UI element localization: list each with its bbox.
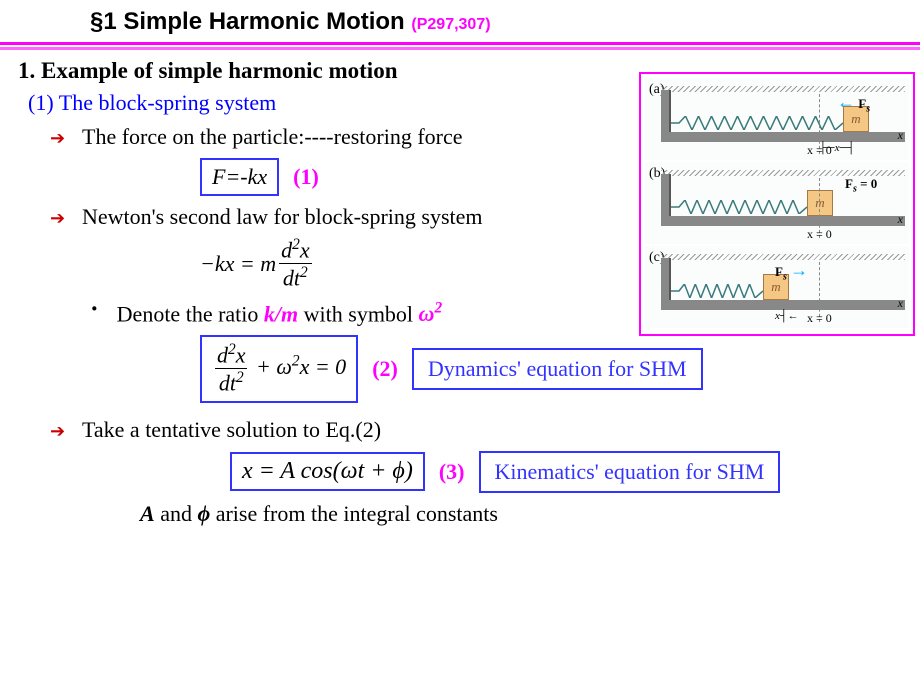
header-title: §1 Simple Harmonic Motion [90,8,405,35]
floor [661,132,905,142]
x-axis-label: x [898,128,903,143]
denote-km: k/m [264,301,298,326]
eq2-den: dt2 [217,369,246,396]
int-rest: arise from the integral constants [210,501,498,526]
spring-figure: (a) m ← Fs x x = 0 ├─x─┤ (b) m Fs = 0 x … [639,72,915,336]
wall [661,174,671,218]
wall [661,258,671,302]
eq-newton: −kx = m d2x dt2 [200,236,315,292]
text-denote: Denote the ratio k/m with symbol ω2 [117,300,443,327]
spring-icon [671,284,763,298]
line-integral: A and ϕ arise from the integral constant… [140,501,920,527]
spring-icon [671,200,807,214]
hr-top [0,42,920,45]
force-label: ← Fs [837,92,870,115]
denote-omega: ω2 [419,301,443,326]
floor [661,216,905,226]
sub-title: The block-spring system [59,90,277,115]
floor [661,300,905,310]
denote-mid: with symbol [298,301,418,326]
eq1-tag: (1) [293,164,319,190]
eq-newton-lhs: −kx = m [200,251,276,277]
spring-icon [671,116,843,130]
bullet-arrow-icon: ➔ [50,208,64,229]
slide-header: §1 Simple Harmonic Motion (P297,307) [0,0,920,40]
eq1-box: F=-kx [200,158,279,196]
eq2-box: d2x dt2 + ω2x = 0 [200,335,358,403]
line-tentative: ➔ Take a tentative solution to Eq.(2) [50,417,920,443]
text-newton: Newton's second law for block-spring sys… [82,204,483,230]
int-phi: ϕ [197,501,210,526]
figure-panel: (a) m ← Fs x x = 0 ├─x─┤ [645,78,909,160]
frac-den: dt2 [281,264,310,291]
omega-sup: 2 [434,300,442,317]
denote-pre: Denote the ratio [117,301,264,326]
section-title: Example of simple harmonic motion [41,58,398,83]
omega-char: ω [419,301,435,326]
eq2-tag: (2) [372,356,398,382]
eq2-plus: + ω [256,354,292,379]
frac-d2x-dt2: d2x dt2 [279,236,311,292]
header-pages: (P297,307) [411,16,490,33]
eq3-tag: (3) [439,459,465,485]
eq2-num: d2x [215,341,247,369]
x-axis-label: x [898,212,903,227]
eq3-row: x = A cos(ωt + ϕ) (3) Kinematics' equati… [230,451,920,493]
eq3-label: Kinematics' equation for SHM [479,451,781,493]
bullet-arrow-icon: ➔ [50,128,64,149]
mass-block: m [807,190,833,216]
x-zero-label: x = 0 [807,311,832,326]
wall [661,90,671,134]
eq2-sup: 2 [292,353,300,370]
eq3-box: x = A cos(ωt + ϕ) [230,452,425,491]
text-tentative: Take a tentative solution to Eq.(2) [82,417,381,443]
x-axis-label: x [898,296,903,311]
frac-num: d2x [279,236,311,264]
sub-num: (1) [28,90,54,115]
bullet-arrow-icon: ➔ [50,421,64,442]
int-A: A [140,501,155,526]
force-label: Fs = 0 [845,176,877,195]
text-force: The force on the particle:----restoring … [82,124,463,150]
x-zero-label: x = 0 [807,227,832,242]
section-num: 1. [18,58,35,83]
bullet-dot-icon: · [90,300,99,318]
eq2-row: d2x dt2 + ω2x = 0 (2) Dynamics' equation… [200,335,920,403]
int-and: and [155,501,198,526]
hr-bot [0,47,920,50]
figure-panel: (c) m Fs → x x = 0 x┤← [645,246,909,328]
force-label: Fs → [775,260,808,283]
eq2-frac: d2x dt2 [215,341,247,397]
eq2-rest: x = 0 [300,354,347,379]
eq2-label: Dynamics' equation for SHM [412,348,703,390]
figure-panel: (b) m Fs = 0 x x = 0 [645,162,909,244]
